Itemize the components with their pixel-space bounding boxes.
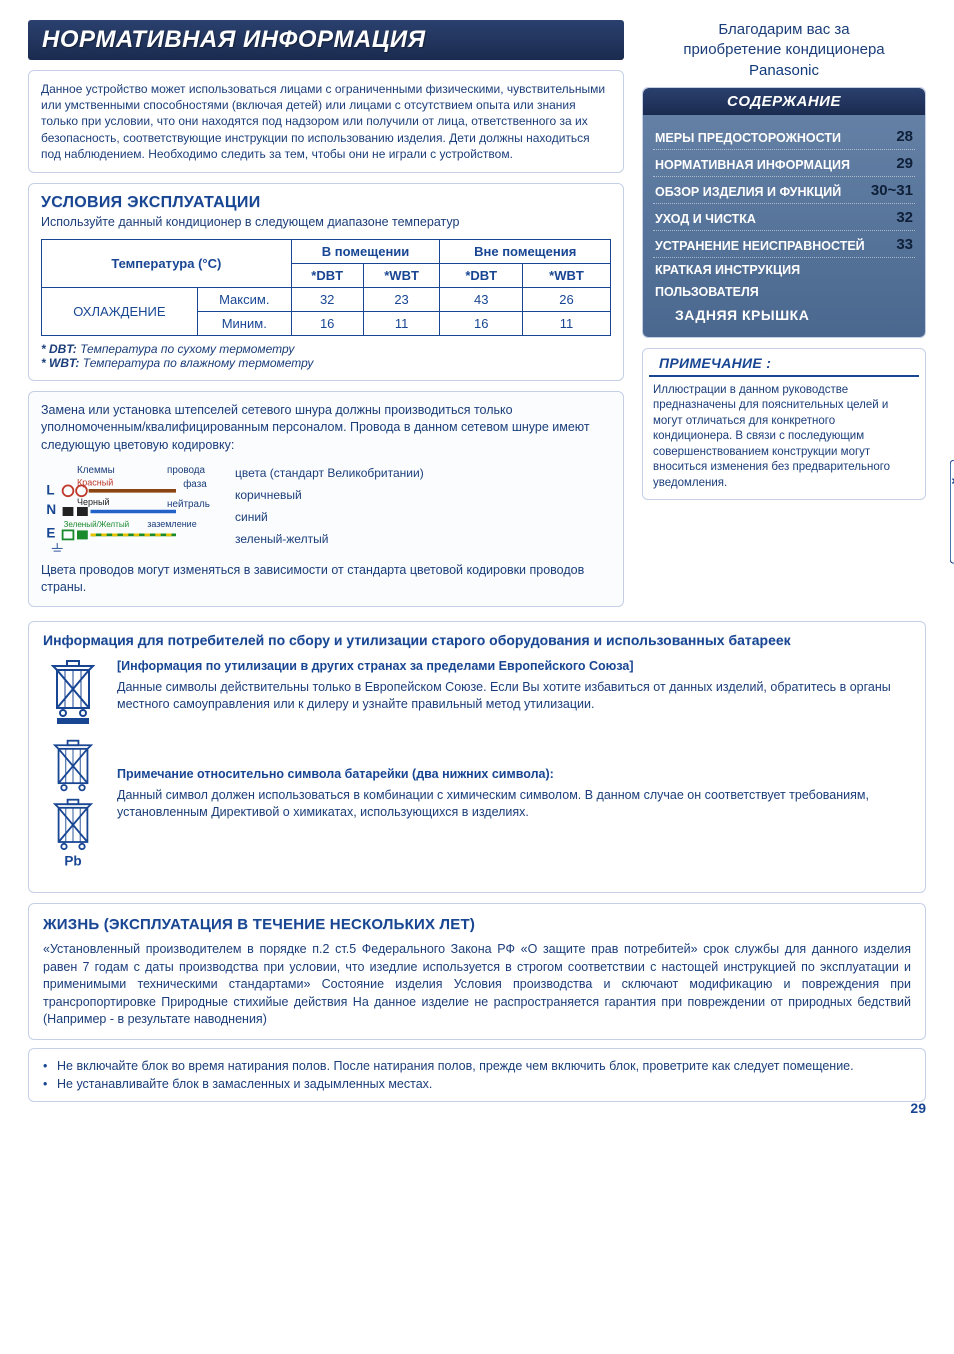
- svg-text:провода: провода: [167, 465, 206, 476]
- toc-item[interactable]: УХОД И ЧИСТКА 32: [653, 204, 915, 231]
- weee-bin-pb-icon: Pb: [43, 797, 103, 869]
- toc-tail-a: КРАТКАЯ ИНСТРУКЦИЯ: [655, 263, 800, 277]
- toc-page: 29: [896, 155, 913, 172]
- temperature-table: Температура (°C) В помещении Вне помещен…: [41, 239, 611, 336]
- weee-bin-icon: [43, 738, 103, 794]
- col-outdoor: Вне помещения: [440, 239, 611, 263]
- col-indoor: В помещении: [291, 239, 440, 263]
- wiring-footer: Цвета проводов могут изменяться в зависи…: [41, 562, 611, 596]
- thanks-l2: приобретение кондиционера: [683, 41, 884, 58]
- recycle-block2-head: Примечание относительно символа батарейк…: [117, 766, 911, 784]
- wiring-intro: Замена или установка штепселей сетевого …: [41, 402, 611, 455]
- toc-tail-b: ПОЛЬЗОВАТЕЛЯ: [655, 285, 759, 299]
- table-of-contents: СОДЕРЖАНИЕ МЕРЫ ПРЕДОСТОРОЖНОСТИ 28 НОРМ…: [642, 87, 926, 338]
- cell: 32: [291, 287, 363, 311]
- wire-blue: синий: [235, 506, 424, 528]
- life-body: «Установленный производителем в порядке …: [43, 941, 911, 1029]
- toc-tail-c: ЗАДНЯЯ КРЫШКА: [655, 307, 809, 323]
- note-body: Иллюстрации в данном руководстве предназ…: [643, 383, 925, 492]
- cell: 16: [440, 311, 523, 335]
- toc-page: 33: [896, 236, 913, 253]
- hdr-dbt2: *DBT: [440, 263, 523, 287]
- recycle-title: Информация для потребителей по сбору и у…: [43, 632, 911, 648]
- intro-text: Данное устройство может использоваться л…: [28, 70, 624, 173]
- svg-text:Клеммы: Клеммы: [77, 465, 115, 476]
- page-number: 29: [910, 1100, 926, 1116]
- life-section: ЖИЗНЬ (ЭКСПЛУАТАЦИЯ В ТЕЧЕНИЕ НЕСКОЛЬКИХ…: [28, 903, 926, 1040]
- svg-text:E: E: [46, 526, 55, 541]
- cell: 16: [291, 311, 363, 335]
- recycle-section: Информация для потребителей по сбору и у…: [28, 621, 926, 893]
- toc-item[interactable]: УСТРАНЕНИЕ НЕИСПРАВНОСТЕЙ 33: [653, 231, 915, 258]
- row-min-lbl: Миним.: [197, 311, 291, 335]
- note-heading: ПРИМЕЧАНИЕ :: [649, 349, 919, 377]
- svg-text:фаза: фаза: [183, 480, 207, 491]
- toc-page: 30~31: [871, 182, 913, 199]
- toc-page: 32: [896, 209, 913, 226]
- row-max-lbl: Максим.: [197, 287, 291, 311]
- toc-heading: СОДЕРЖАНИЕ: [643, 88, 925, 115]
- recycle-block2-body: Данный символ должен использоваться в ко…: [117, 787, 911, 822]
- wire-gy: зеленый-желтый: [235, 528, 424, 550]
- thanks-text: Благодарим вас за приобретение кондицион…: [642, 20, 926, 81]
- svg-text:L: L: [46, 483, 54, 498]
- wire-std: цвета (стандарт Великобритании): [235, 462, 424, 484]
- col-temp: Температура (°C): [42, 239, 292, 287]
- recycle-block1-body: Данные символы действительны только в Ев…: [117, 679, 911, 714]
- toc-page: 28: [896, 128, 913, 145]
- row-mode: ОХЛАЖДЕНИЕ: [42, 287, 198, 335]
- page-title: НОРМАТИВНАЯ ИНФОРМАЦИЯ: [28, 20, 624, 60]
- life-title: ЖИЗНЬ (ЭКСПЛУАТАЦИЯ В ТЕЧЕНИЕ НЕСКОЛЬКИХ…: [43, 914, 911, 935]
- wiring-section: Замена или установка штепселей сетевого …: [28, 391, 624, 607]
- wbt-lbl: * WBT:: [41, 356, 79, 370]
- conditions-section: УСЛОВИЯ ЭКСПЛУАТАЦИИ Используйте данный …: [28, 183, 624, 381]
- toc-label: УСТРАНЕНИЕ НЕИСПРАВНОСТЕЙ: [655, 239, 865, 253]
- svg-text:Pb: Pb: [64, 854, 81, 869]
- conditions-sub: Используйте данный кондиционер в следующ…: [41, 215, 611, 229]
- toc-label: ОБЗОР ИЗДЕЛИЯ И ФУНКЦИЙ: [655, 185, 841, 199]
- brand-name: Panasonic: [749, 62, 819, 79]
- note-box: ПРИМЕЧАНИЕ : Иллюстрации в данном руково…: [642, 348, 926, 501]
- definitions: * DBT: Температура по сухому термометру …: [41, 342, 611, 370]
- cell: 23: [363, 287, 440, 311]
- hdr-wbt2: *WBT: [523, 263, 611, 287]
- conditions-heading: УСЛОВИЯ ЭКСПЛУАТАЦИИ: [41, 194, 611, 212]
- wbt-txt: Температура по влажному термометру: [83, 356, 314, 370]
- cell: 26: [523, 287, 611, 311]
- svg-text:заземление: заземление: [147, 519, 197, 529]
- recycle-block1-head: [Информация по утилизации в других стран…: [117, 658, 911, 676]
- dbt-txt: Температура по сухому термометру: [80, 342, 294, 356]
- toc-item[interactable]: ОБЗОР ИЗДЕЛИЯ И ФУНКЦИЙ 30~31: [653, 177, 915, 204]
- weee-bin-icon: [43, 658, 103, 728]
- table-row: ОХЛАЖДЕНИЕ Максим. 32 23 43 26: [42, 287, 611, 311]
- bottom-bullets: Не включайте блок во время натирания пол…: [28, 1048, 926, 1102]
- cell: 11: [523, 311, 611, 335]
- toc-label: НОРМАТИВНАЯ ИНФОРМАЦИЯ: [655, 158, 850, 172]
- toc-label: МЕРЫ ПРЕДОСТОРОЖНОСТИ: [655, 131, 841, 145]
- wiring-diagram-icon: Клеммы провода Красный фаза L Черный ней…: [41, 462, 221, 552]
- wire-brown: коричневый: [235, 484, 424, 506]
- thanks-l1: Благодарим вас за: [718, 21, 849, 38]
- wiring-color-labels: цвета (стандарт Великобритании) коричнев…: [235, 462, 424, 550]
- bullet-item: Не устанавливайте блок в замасленных и з…: [43, 1075, 911, 1093]
- cell: 11: [363, 311, 440, 335]
- svg-text:нейтраль: нейтраль: [167, 499, 210, 510]
- svg-text:Зеленый/Желтый: Зеленый/Желтый: [64, 520, 130, 529]
- svg-text:N: N: [46, 503, 56, 518]
- hdr-wbt: *WBT: [363, 263, 440, 287]
- svg-text:Черный: Черный: [77, 498, 109, 508]
- toc-item-tail[interactable]: КРАТКАЯ ИНСТРУКЦИЯ ПОЛЬЗОВАТЕЛЯ ЗАДНЯЯ К…: [653, 258, 915, 327]
- toc-item[interactable]: МЕРЫ ПРЕДОСТОРОЖНОСТИ 28: [653, 123, 915, 150]
- hdr-dbt: *DBT: [291, 263, 363, 287]
- toc-item[interactable]: НОРМАТИВНАЯ ИНФОРМАЦИЯ 29: [653, 150, 915, 177]
- language-tab: РУССКИЙ: [950, 460, 954, 564]
- toc-label: УХОД И ЧИСТКА: [655, 212, 756, 226]
- dbt-lbl: * DBT:: [41, 342, 77, 356]
- cell: 43: [440, 287, 523, 311]
- bullet-item: Не включайте блок во время натирания пол…: [43, 1057, 911, 1075]
